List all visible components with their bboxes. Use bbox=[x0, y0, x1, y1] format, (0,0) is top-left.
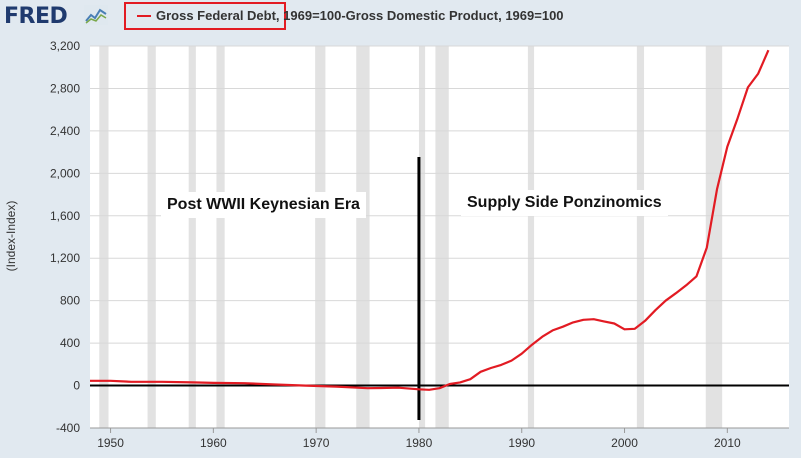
x-tick-label: 1980 bbox=[406, 436, 433, 450]
recession-bar bbox=[315, 46, 326, 428]
y-tick-label: 1,600 bbox=[50, 209, 80, 223]
recession-bar bbox=[705, 46, 723, 428]
recession-bar bbox=[356, 46, 370, 428]
recession-bar bbox=[216, 46, 225, 428]
y-tick-label: 2,000 bbox=[50, 166, 80, 180]
recession-bar bbox=[418, 46, 426, 428]
fred-logo[interactable]: FRED bbox=[4, 4, 68, 29]
y-tick-label: 3,200 bbox=[50, 39, 80, 53]
trend-chart-icon bbox=[84, 5, 108, 25]
recession-bar bbox=[636, 46, 645, 428]
annotation-supply-side: Supply Side Ponzinomics bbox=[461, 190, 668, 216]
y-tick-label: -400 bbox=[56, 421, 80, 435]
y-tick-label: 2,800 bbox=[50, 81, 80, 95]
x-tick-label: 2010 bbox=[714, 436, 741, 450]
y-tick-label: 400 bbox=[60, 336, 80, 350]
x-tick-label: 1950 bbox=[97, 436, 124, 450]
x-tick-label: 1960 bbox=[200, 436, 227, 450]
recession-bar bbox=[527, 46, 535, 428]
recession-bar bbox=[435, 46, 449, 428]
legend-label[interactable]: Gross Federal Debt, 1969=100-Gross Domes… bbox=[156, 8, 564, 23]
y-tick-label: 2,400 bbox=[50, 124, 80, 138]
chart-header: FRED Gross Federal Debt, 1969=100-Gross … bbox=[0, 0, 801, 34]
legend-highlight-box bbox=[124, 2, 286, 30]
recession-bar bbox=[188, 46, 196, 428]
x-tick-label: 2000 bbox=[611, 436, 638, 450]
series-line-debt-gdp bbox=[90, 49, 770, 391]
x-tick-label: 1990 bbox=[508, 436, 535, 450]
y-tick-label: 0 bbox=[73, 379, 80, 393]
recession-bar bbox=[147, 46, 156, 428]
recession-bar bbox=[99, 46, 109, 428]
legend-line-swatch bbox=[137, 15, 151, 17]
y-tick-label: 1,200 bbox=[50, 251, 80, 265]
x-tick-label: 1970 bbox=[303, 436, 330, 450]
y-tick-label: 800 bbox=[60, 294, 80, 308]
annotation-keynesian-era: Post WWII Keynesian Era bbox=[161, 192, 366, 218]
